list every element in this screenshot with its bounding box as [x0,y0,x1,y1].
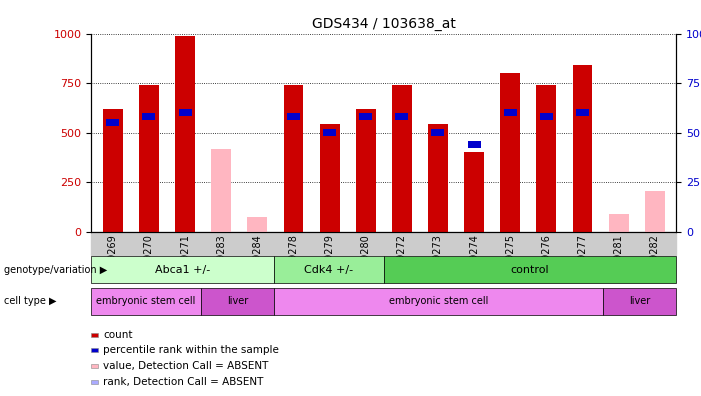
Bar [359,113,372,120]
Bar [211,149,231,232]
Bar [573,65,592,232]
Text: embryonic stem cell: embryonic stem cell [389,296,489,307]
Text: Abca1 +/-: Abca1 +/- [155,265,210,275]
Bar [91,232,676,255]
Bar [428,124,448,232]
Bar [540,113,553,120]
Bar [645,191,665,232]
Text: genotype/variation ▶: genotype/variation ▶ [4,265,107,275]
Bar [468,141,481,147]
Bar [501,73,520,232]
Bar [287,113,300,120]
Bar [432,129,444,135]
Bar [576,109,589,116]
Text: value, Detection Call = ABSENT: value, Detection Call = ABSENT [103,361,268,371]
Text: Cdk4 +/-: Cdk4 +/- [304,265,353,275]
Text: cell type ▶: cell type ▶ [4,296,56,307]
Text: control: control [511,265,550,275]
Title: GDS434 / 103638_at: GDS434 / 103638_at [312,17,456,31]
Bar [464,152,484,232]
Text: liver: liver [227,296,248,307]
Bar [536,85,557,232]
Bar [504,109,517,116]
Text: count: count [103,329,132,340]
Bar [247,217,267,232]
Bar [107,119,119,126]
Bar [139,85,159,232]
Text: liver: liver [629,296,651,307]
Bar [103,109,123,232]
Bar [608,214,629,232]
Bar [320,124,339,232]
Bar [392,85,411,232]
Text: percentile rank within the sample: percentile rank within the sample [103,345,279,356]
Bar [323,129,336,135]
Bar [142,113,156,120]
Bar [175,36,195,232]
Bar [179,109,191,116]
Bar [356,109,376,232]
Bar [395,113,409,120]
Bar [283,85,304,232]
Text: rank, Detection Call = ABSENT: rank, Detection Call = ABSENT [103,377,264,387]
Text: embryonic stem cell: embryonic stem cell [96,296,196,307]
